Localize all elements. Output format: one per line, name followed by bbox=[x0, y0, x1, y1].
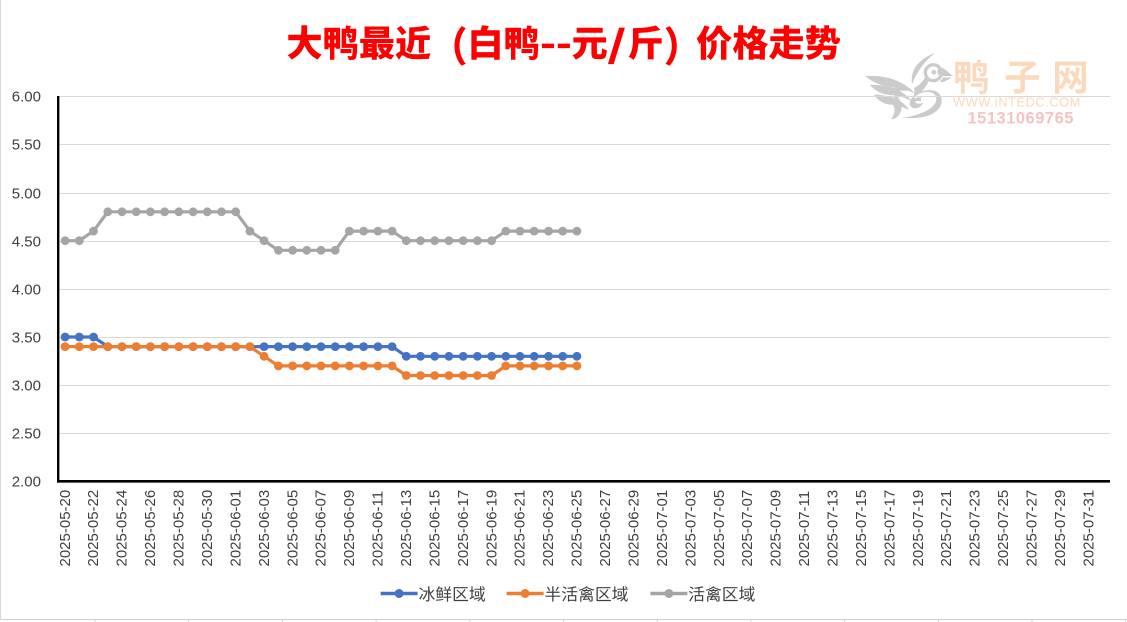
svg-text:2025-06-03: 2025-06-03 bbox=[256, 490, 273, 567]
svg-text:2025-07-29: 2025-07-29 bbox=[1052, 490, 1069, 567]
svg-text:2025-06-21: 2025-06-21 bbox=[512, 490, 529, 567]
svg-text:15131069765: 15131069765 bbox=[968, 110, 1074, 128]
svg-text:5.50: 5.50 bbox=[12, 137, 41, 154]
svg-text:2025-07-15: 2025-07-15 bbox=[853, 490, 870, 567]
svg-text:2025-07-23: 2025-07-23 bbox=[967, 490, 984, 567]
svg-text:4.00: 4.00 bbox=[12, 282, 41, 299]
svg-text:2025-07-03: 2025-07-03 bbox=[682, 490, 699, 567]
svg-text:2025-05-28: 2025-05-28 bbox=[171, 490, 188, 567]
svg-text:2025-07-09: 2025-07-09 bbox=[768, 490, 785, 567]
svg-text:2025-06-15: 2025-06-15 bbox=[426, 490, 443, 567]
svg-text:2025-06-17: 2025-06-17 bbox=[455, 490, 472, 567]
svg-text:2025-06-25: 2025-06-25 bbox=[569, 490, 586, 567]
svg-text:2025-06-07: 2025-06-07 bbox=[313, 490, 330, 567]
svg-text:2025-07-25: 2025-07-25 bbox=[995, 490, 1012, 567]
svg-text:2025-06-09: 2025-06-09 bbox=[341, 490, 358, 567]
svg-text:2025-07-17: 2025-07-17 bbox=[881, 490, 898, 567]
svg-text:3.00: 3.00 bbox=[12, 378, 41, 395]
svg-text:2025-07-27: 2025-07-27 bbox=[1024, 490, 1041, 567]
svg-text:2025-07-07: 2025-07-07 bbox=[739, 490, 756, 567]
svg-text:2025-07-05: 2025-07-05 bbox=[711, 490, 728, 567]
svg-text:2025-06-05: 2025-06-05 bbox=[284, 490, 301, 567]
svg-text:2025-06-11: 2025-06-11 bbox=[370, 491, 387, 567]
svg-text:2025-06-13: 2025-06-13 bbox=[398, 490, 415, 567]
svg-text:4.50: 4.50 bbox=[12, 234, 41, 251]
svg-text:2025-07-01: 2025-07-01 bbox=[654, 490, 671, 567]
svg-text:2025-07-11: 2025-07-11 bbox=[796, 491, 813, 567]
svg-text:2025-06-19: 2025-06-19 bbox=[483, 490, 500, 567]
svg-text:2025-05-26: 2025-05-26 bbox=[142, 490, 159, 567]
svg-text:2025-06-01: 2025-06-01 bbox=[227, 490, 244, 567]
svg-text:WWW.INTEDC.COM: WWW.INTEDC.COM bbox=[953, 95, 1081, 110]
svg-text:6.00: 6.00 bbox=[12, 89, 41, 106]
svg-text:2025-07-13: 2025-07-13 bbox=[825, 490, 842, 567]
svg-text:2025-07-21: 2025-07-21 bbox=[938, 490, 955, 567]
svg-text:2.50: 2.50 bbox=[12, 426, 41, 443]
svg-text:2025-05-20: 2025-05-20 bbox=[57, 490, 74, 567]
svg-text:3.50: 3.50 bbox=[12, 330, 41, 347]
svg-text:2025-05-24: 2025-05-24 bbox=[114, 490, 131, 567]
svg-text:2025-07-19: 2025-07-19 bbox=[910, 490, 927, 567]
svg-text:5.00: 5.00 bbox=[12, 186, 41, 203]
svg-text:2025-05-30: 2025-05-30 bbox=[199, 490, 216, 567]
svg-text:2025-05-22: 2025-05-22 bbox=[85, 490, 102, 567]
svg-text:2025-06-23: 2025-06-23 bbox=[540, 490, 557, 567]
svg-text:2025-07-31: 2025-07-31 bbox=[1080, 490, 1097, 567]
svg-text:2025-06-27: 2025-06-27 bbox=[597, 490, 614, 567]
svg-text:2.00: 2.00 bbox=[12, 474, 41, 491]
svg-text:2025-06-29: 2025-06-29 bbox=[626, 490, 643, 567]
